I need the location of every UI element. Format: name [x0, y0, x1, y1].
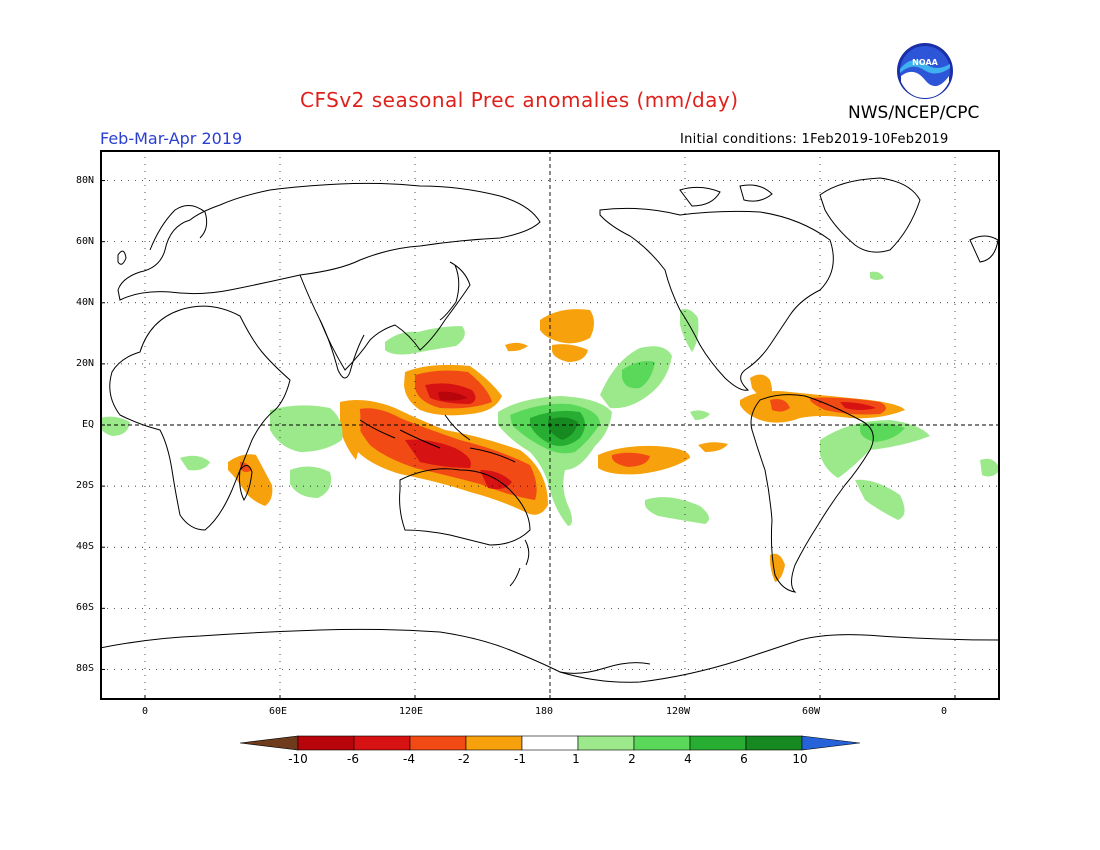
lon-label-60e: 60E: [268, 706, 288, 717]
coastlines: [100, 177, 1000, 683]
colorbar-swatch: [689, 735, 747, 751]
season-label: Feb-Mar-Apr 2019: [100, 129, 243, 148]
colorbar-swatch: [577, 735, 635, 751]
colorbar-label-neg2: -2: [458, 752, 470, 766]
noaa-logo-text: NOAA: [912, 58, 938, 67]
colorbar-swatch: [353, 735, 411, 751]
map-frame: [100, 150, 1000, 700]
colorbar-label-6: 6: [740, 752, 748, 766]
lon-label-60w: 60W: [801, 706, 821, 717]
lon-label-0-east: 0: [940, 706, 948, 717]
lon-label-0-west: 0: [141, 706, 149, 717]
colorbar: [240, 735, 860, 751]
colorbar-label-4: 4: [684, 752, 692, 766]
lon-label-180: 180: [534, 706, 554, 717]
colorbar-swatch: [521, 735, 579, 751]
colorbar-swatch: [745, 735, 803, 751]
org-label: NWS/NCEP/CPC: [848, 103, 980, 123]
colorbar-swatch: [297, 735, 355, 751]
lat-label-80s: 80S: [75, 663, 94, 674]
colorbar-label-2: 2: [628, 752, 636, 766]
wet-anomaly-shading: [100, 271, 1000, 526]
colorbar-label-1: 1: [572, 752, 580, 766]
lon-label-120e: 120E: [398, 706, 424, 717]
lat-label-80n: 80N: [75, 175, 94, 186]
lat-label-40n: 40N: [75, 297, 94, 308]
colorbar-arrow-right: [801, 735, 860, 751]
lat-label-60s: 60S: [75, 602, 94, 613]
colorbar-arrow-left: [240, 735, 299, 751]
noaa-logo-icon: NOAA: [897, 43, 953, 99]
colorbar-label-neg1: -1: [514, 752, 526, 766]
lon-label-120w: 120W: [665, 706, 691, 717]
colorbar-swatch: [409, 735, 467, 751]
lat-label-20s: 20S: [75, 480, 94, 491]
colorbar-swatch: [465, 735, 523, 751]
colorbar-swatch: [633, 735, 691, 751]
colorbar-label-neg10: -10: [288, 752, 308, 766]
lat-label-60n: 60N: [75, 236, 94, 247]
colorbar-label-neg4: -4: [403, 752, 415, 766]
colorbar-label-neg6: -6: [347, 752, 359, 766]
lat-label-40s: 40S: [75, 541, 94, 552]
initial-conditions-label: Initial conditions: 1Feb2019-10Feb2019: [680, 132, 949, 147]
lat-label-20n: 20N: [75, 358, 94, 369]
colorbar-label-10: 10: [792, 752, 808, 766]
chart-title: CFSv2 seasonal Prec anomalies (mm/day): [300, 88, 739, 112]
lat-label-eq: EQ: [81, 419, 94, 430]
dry-anomaly-shading: [228, 309, 905, 582]
